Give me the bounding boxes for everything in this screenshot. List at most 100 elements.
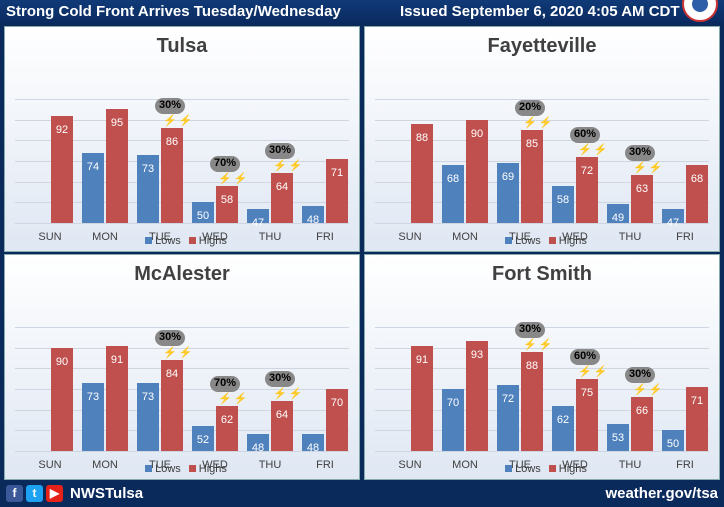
legend-lows: Lows [155, 463, 181, 475]
bar-low: 69 [497, 163, 519, 223]
bar-low: 49 [607, 204, 629, 225]
storm-chance: 30% [268, 144, 292, 157]
chart-panel-fayetteville: Fayetteville 88 SUN 68 90 MON 69 85 TUE 20% ⚡⚡ 58 72… [364, 26, 720, 252]
bar-value: 95 [110, 117, 124, 130]
thunderstorm-icon: 30% ⚡⚡ [265, 369, 302, 400]
chart-legend: Lows Highs [5, 463, 359, 475]
chart-title: Fort Smith [492, 263, 592, 285]
bar-value: 58 [220, 193, 234, 206]
bar-value: 62 [220, 413, 234, 426]
storm-chance: 70% [213, 376, 237, 389]
bar-high: 71 [326, 158, 348, 223]
x-axis-label: FRI [316, 459, 334, 471]
bar-low: 73 [82, 382, 104, 451]
bar-low: 72 [497, 384, 519, 451]
facebook-icon[interactable]: f [6, 485, 23, 502]
bar-value: 73 [141, 162, 155, 175]
storm-chance: 60% [573, 349, 597, 362]
bar-high: 91 [106, 345, 128, 451]
bar-value: 48 [306, 214, 320, 227]
youtube-icon[interactable]: ▶ [46, 485, 63, 502]
gridline [375, 451, 709, 452]
bar-value: 47 [666, 216, 680, 229]
website-link[interactable]: weather.gov/tsa [605, 485, 718, 502]
bar-high: 92 [51, 115, 73, 223]
bar-high: 64 [271, 173, 293, 223]
footer-bar: f t ▶ NWSTulsa weather.gov/tsa [0, 480, 724, 507]
x-axis-label: FRI [676, 459, 694, 471]
legend-highs: Highs [558, 235, 587, 247]
gridline [375, 119, 709, 121]
gridline [15, 451, 349, 452]
x-axis-label: SUN [38, 459, 62, 471]
bar-value: 64 [275, 409, 289, 422]
bar-high: 90 [51, 347, 73, 451]
bar-high: 70 [326, 389, 348, 451]
bar-high: 84 [161, 360, 183, 451]
bar-value: 85 [525, 138, 539, 150]
x-axis-label: THU [618, 231, 642, 243]
twitter-icon[interactable]: t [26, 485, 43, 502]
header-bar: Strong Cold Front Arrives Tuesday/Wednes… [0, 0, 724, 24]
bar-high: 58 [216, 185, 238, 223]
bar-value: 88 [415, 131, 429, 144]
legend-lows: Lows [515, 235, 541, 247]
bar-high: 71 [686, 386, 708, 451]
social-handle[interactable]: NWSTulsa [70, 485, 144, 502]
bar-high: 68 [686, 165, 708, 223]
bar-value: 92 [55, 123, 69, 136]
bar-low: 50 [192, 202, 214, 223]
bar-value: 91 [110, 353, 124, 366]
storm-chance: 20% [518, 101, 542, 113]
bar-low: 70 [442, 389, 464, 451]
x-axis-label: TUE [509, 459, 531, 471]
bar-low: 52 [192, 426, 214, 451]
bar-low: 53 [607, 424, 629, 451]
bar-value: 50 [196, 210, 210, 223]
bar-value: 88 [525, 359, 539, 372]
bar-low: 48 [247, 434, 269, 454]
chart-title: McAlester [134, 263, 230, 285]
legend-highs: Highs [558, 463, 587, 475]
bar-value: 53 [611, 432, 625, 445]
bar-value: 75 [580, 386, 594, 399]
bar-high: 91 [411, 345, 433, 451]
bar-value: 84 [165, 368, 179, 381]
bar-high: 86 [161, 127, 183, 223]
legend-lows: Lows [155, 235, 181, 247]
bar-low: 58 [552, 185, 574, 223]
bar-value: 72 [580, 164, 594, 177]
chart-title: Fayetteville [487, 35, 597, 57]
bar-low: 47 [662, 208, 684, 229]
gridline [375, 347, 709, 349]
bar-low: 47 [247, 208, 269, 229]
x-axis-label: SUN [38, 231, 62, 243]
gridline [15, 223, 349, 224]
bar-value: 47 [251, 216, 265, 229]
bar-value: 49 [611, 212, 625, 225]
bar-low: 73 [137, 382, 159, 451]
plot-area: 88 SUN 68 90 MON 69 85 TUE 20% ⚡⚡ 58 72 WED 60% ⚡⚡ 49 63… [375, 67, 709, 243]
bar-high: 62 [216, 405, 238, 451]
bar-value: 90 [470, 127, 484, 140]
x-axis-label: MON [452, 459, 478, 471]
bar-value: 70 [446, 397, 460, 409]
x-axis-label: WED [562, 459, 588, 471]
storm-chance: 30% [268, 372, 292, 385]
x-axis-label: SUN [398, 231, 422, 243]
bar-low: 73 [137, 154, 159, 223]
chart-legend: Lows Highs [365, 235, 719, 247]
plot-area: 90 SUN 73 91 MON 73 84 TUE 30% ⚡⚡ 52 62 WED 70% ⚡⚡ 48 64… [15, 295, 349, 471]
x-axis-label: TUE [149, 231, 171, 243]
storm-chance: 70% [213, 156, 237, 169]
storm-chance: 30% [628, 368, 652, 381]
page-title: Strong Cold Front Arrives Tuesday/Wednes… [6, 3, 341, 20]
bar-value: 71 [690, 394, 704, 407]
gridline [15, 347, 349, 349]
storm-chance: 30% [628, 146, 652, 159]
bar-value: 50 [666, 438, 680, 451]
bar-high: 63 [631, 175, 653, 223]
bar-low: 74 [82, 152, 104, 223]
social-links: f t ▶ NWSTulsa [6, 485, 143, 502]
bar-high: 75 [576, 378, 598, 451]
